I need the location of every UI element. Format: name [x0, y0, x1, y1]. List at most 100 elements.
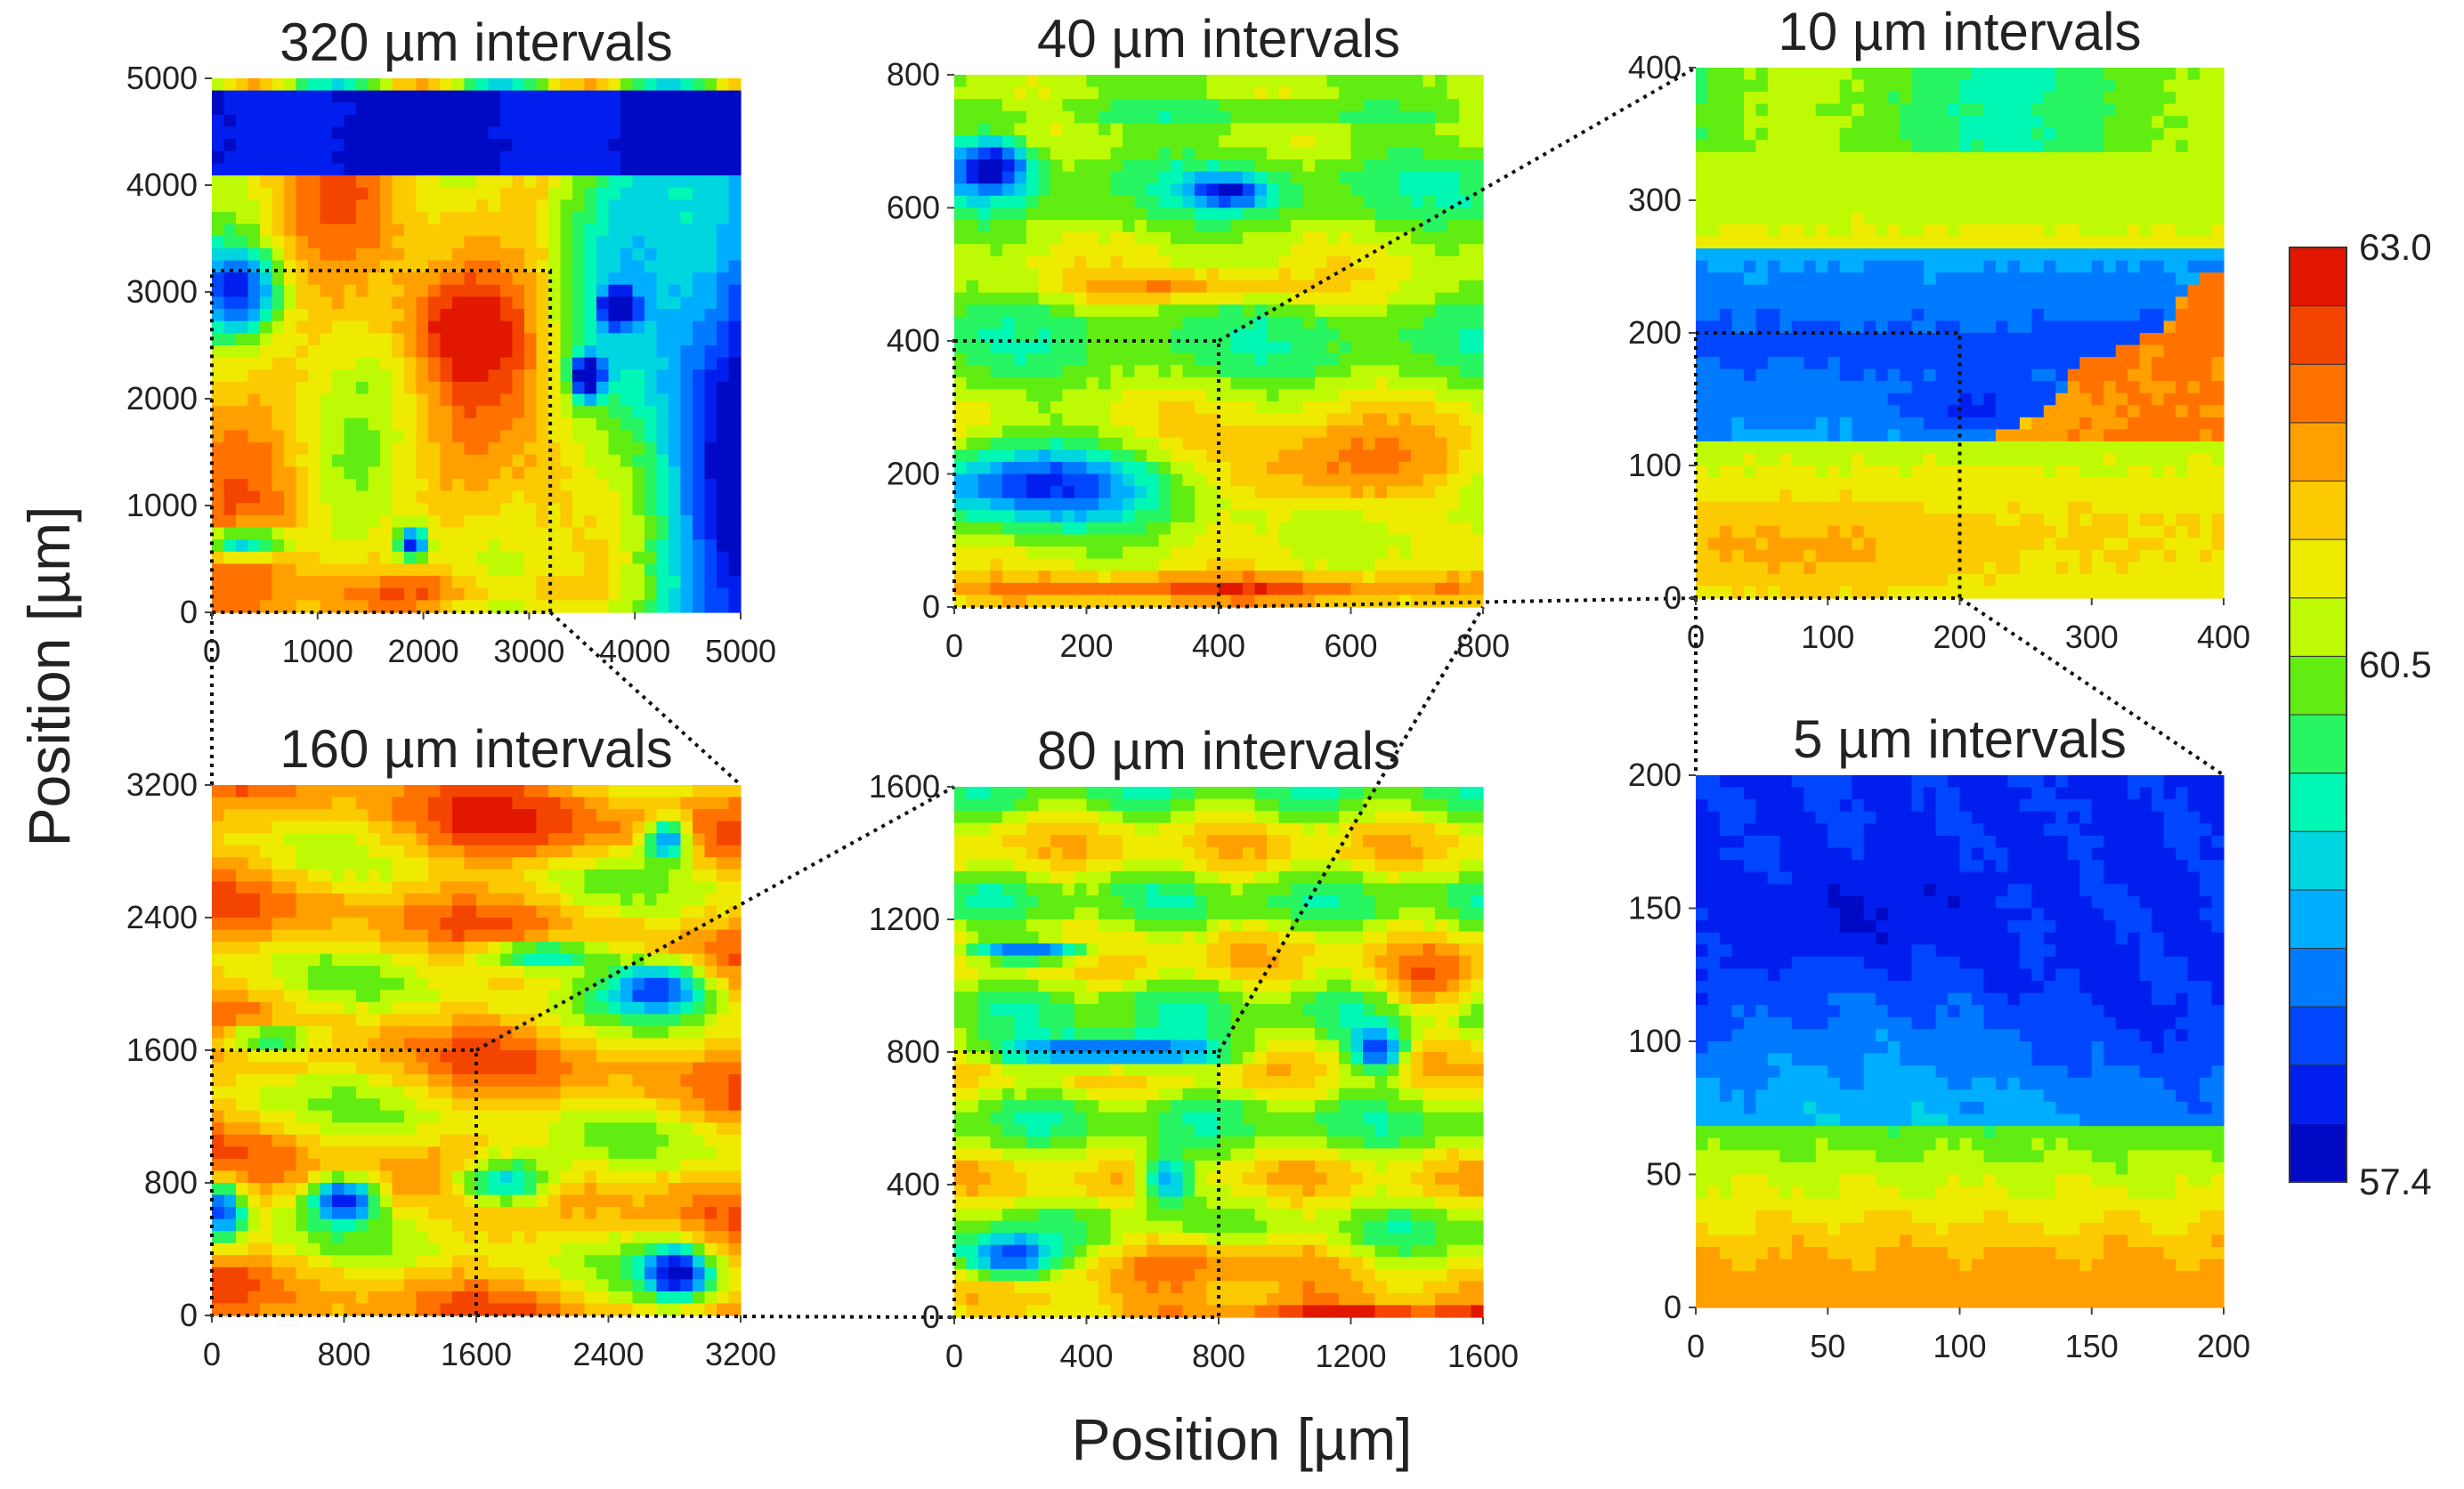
heatmap-cell	[536, 345, 549, 359]
heatmap-cell	[656, 284, 669, 298]
heatmap-cell	[1422, 255, 1436, 270]
heatmap-cell	[1171, 123, 1184, 136]
heatmap-cell	[1948, 465, 1961, 479]
heatmap-cell	[464, 576, 477, 589]
heatmap-cell	[296, 357, 309, 370]
heatmap-cell	[978, 255, 992, 270]
heatmap-cell	[404, 260, 417, 273]
heatmap-cell	[1828, 212, 1841, 225]
heatmap-cell	[1924, 465, 1937, 479]
heatmap-cell	[656, 320, 669, 334]
heatmap-cell	[452, 90, 466, 103]
heatmap-cell	[1134, 473, 1147, 487]
heatmap-cell	[584, 576, 597, 589]
heatmap-cell	[1828, 296, 1841, 310]
heatmap-cell	[308, 503, 321, 516]
heatmap-cell	[704, 150, 717, 165]
heatmap-cell	[1038, 134, 1051, 149]
heatmap-cell	[704, 442, 717, 456]
heatmap-cell	[308, 272, 321, 286]
heatmap-cell	[1887, 573, 1901, 587]
heatmap-cell	[476, 90, 490, 103]
heatmap-cell	[632, 320, 645, 334]
heatmap-cell	[332, 417, 345, 432]
heatmap-cell	[608, 551, 621, 565]
heatmap-cell	[260, 430, 273, 443]
heatmap-cell	[1471, 220, 1484, 233]
heatmap-cell	[247, 90, 261, 103]
heatmap-cell	[380, 381, 393, 395]
heatmap-cell	[1471, 498, 1484, 511]
heatmap-cell	[440, 406, 453, 419]
heatmap-cell	[596, 247, 610, 262]
heatmap-cell	[440, 381, 453, 395]
heatmap-cell	[1374, 123, 1388, 136]
heatmap-cell	[1863, 224, 1876, 238]
heatmap-cell	[1707, 79, 1721, 93]
heatmap-cell	[693, 126, 706, 140]
heatmap-cell	[1411, 461, 1424, 475]
heatmap-cell	[1315, 534, 1328, 547]
heatmap-cell	[1147, 195, 1160, 209]
heatmap-cell	[1387, 134, 1400, 149]
heatmap-cell	[584, 272, 597, 286]
heatmap-cell	[1195, 582, 1208, 596]
heatmap-cell	[344, 514, 357, 529]
heatmap-cell	[1398, 231, 1412, 245]
heatmap-cell	[693, 296, 706, 310]
heatmap-cell	[1995, 188, 2009, 201]
heatmap-cell	[669, 490, 682, 504]
heatmap-cell	[966, 401, 979, 415]
heatmap-cell	[1815, 333, 1828, 346]
heatmap-cell	[524, 430, 538, 443]
heatmap-cell	[1219, 86, 1232, 100]
heatmap-cell	[1911, 79, 1925, 93]
heatmap-cell	[356, 187, 369, 200]
heatmap-cell	[1422, 449, 1436, 463]
heatmap-cell	[1074, 449, 1088, 463]
heatmap-cell	[1315, 486, 1328, 499]
heatmap-cell	[1350, 376, 1364, 390]
heatmap-cell	[1447, 352, 1460, 366]
heatmap-cell	[656, 479, 669, 492]
heatmap-cell	[1291, 244, 1304, 257]
heatmap-cell	[1755, 586, 1769, 599]
heatmap-cell	[356, 551, 369, 565]
heatmap-cell	[1278, 558, 1292, 571]
heatmap-cell	[1935, 490, 1949, 503]
heatmap-cell	[1731, 284, 1745, 297]
heatmap-cell	[1719, 357, 1733, 370]
heatmap-cell	[1014, 486, 1027, 499]
heatmap-cell	[572, 466, 586, 480]
heatmap-cell	[223, 284, 237, 298]
heatmap-cell	[464, 247, 477, 262]
heatmap-cell	[1743, 525, 1756, 538]
heatmap-cell	[368, 381, 381, 395]
heatmap-cell	[1471, 425, 1484, 439]
heatmap-cell	[620, 357, 634, 370]
heatmap-cell	[1743, 296, 1756, 310]
heatmap-cell	[1182, 183, 1196, 197]
heatmap-cell	[1719, 175, 1733, 190]
heatmap-cell	[1206, 268, 1220, 281]
heatmap-cell	[416, 454, 429, 467]
heatmap-cell	[1828, 525, 1841, 538]
heatmap-cell	[1206, 486, 1220, 499]
heatmap-cell	[1887, 164, 1901, 177]
heatmap-cell	[1767, 200, 1780, 214]
heatmap-cell	[1876, 333, 1889, 346]
heatmap-cell	[1411, 352, 1424, 366]
heatmap-cell	[1147, 231, 1160, 245]
heatmap-cell	[440, 102, 453, 116]
heatmap-cell	[260, 284, 273, 298]
heatmap-cell	[584, 102, 597, 116]
heatmap-cell	[596, 296, 610, 310]
heatmap-cell	[656, 345, 669, 359]
heatmap-cell	[954, 159, 968, 173]
heatmap-cell	[344, 333, 357, 346]
heatmap-cell	[1339, 558, 1352, 571]
heatmap-cell	[1398, 352, 1412, 366]
heatmap-cell	[1411, 571, 1424, 584]
heatmap-cell	[1050, 558, 1064, 571]
heatmap-cell	[1254, 425, 1268, 439]
